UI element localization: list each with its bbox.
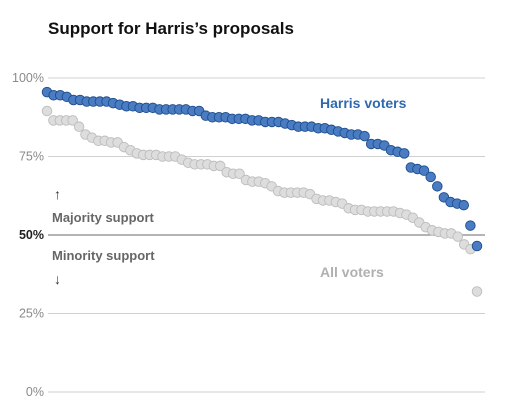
data-point [425, 171, 436, 183]
data-point [359, 130, 370, 142]
data-point [41, 105, 53, 117]
down-arrow-icon: ↓ [54, 271, 61, 287]
data-point [465, 220, 476, 231]
y-axis-ticks: 100% 75% 50% 25% 0% [12, 71, 44, 399]
y-tick-label: 100% [12, 71, 44, 85]
data-point [215, 160, 226, 172]
y-tick-label: 50% [19, 228, 44, 242]
data-point [471, 286, 483, 297]
y-tick-label: 0% [26, 385, 44, 399]
data-point [67, 115, 78, 126]
data-point [418, 165, 430, 176]
all-voters-label: All voters [320, 264, 384, 280]
data-point [73, 121, 85, 132]
up-arrow-icon: ↑ [54, 186, 61, 202]
series-harris-voters [41, 86, 483, 252]
grid-lines [48, 77, 485, 393]
y-tick-label: 25% [19, 307, 44, 321]
majority-support-label: Majority support [52, 210, 155, 225]
data-point [471, 240, 483, 252]
data-point [452, 231, 464, 242]
data-point [432, 181, 443, 192]
data-point [234, 168, 245, 180]
series-all-voters [41, 105, 483, 297]
harris-voters-label: Harris voters [320, 95, 407, 111]
data-point [398, 148, 410, 159]
minority-support-label: Minority support [52, 248, 155, 263]
chart-title: Support for Harris’s proposals [48, 19, 294, 38]
y-tick-label: 75% [19, 150, 44, 164]
data-point [458, 199, 470, 211]
